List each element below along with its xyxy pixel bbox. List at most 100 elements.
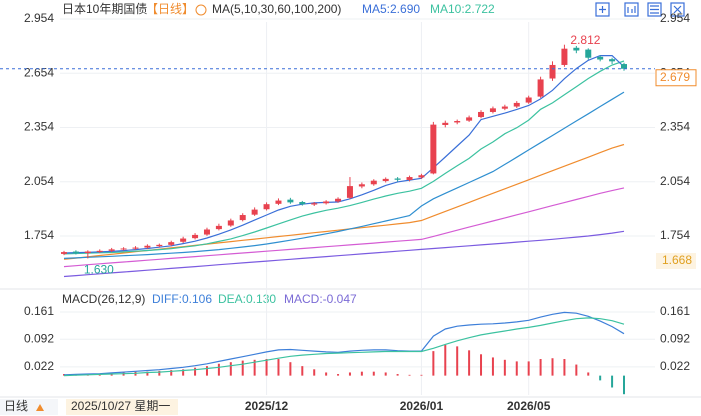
macd-bar [444, 344, 447, 376]
candle-body [442, 122, 449, 125]
period-button-label[interactable]: 日线 [4, 399, 28, 413]
macd-bar [575, 364, 578, 376]
tool-icon [673, 5, 682, 14]
y-tick-label: 2.054 [660, 174, 690, 188]
macd-bar [515, 361, 518, 376]
candle-body [430, 124, 437, 174]
macd-bar [170, 370, 173, 376]
low-label: 1.630 [84, 263, 114, 277]
candle-body [120, 248, 127, 250]
macd-bar [408, 374, 411, 376]
tool-button[interactable] [670, 2, 685, 17]
candle-body [72, 251, 79, 253]
candle-body [489, 108, 496, 112]
cursor-date: 2025/10/27 星期一 [71, 399, 170, 413]
candle-body [132, 247, 139, 249]
macd-bar [539, 359, 542, 376]
macd-bar [527, 361, 530, 376]
y-tick-label: 2.354 [660, 120, 690, 134]
period-label[interactable]: 【日线】 [146, 2, 194, 16]
candle-body [406, 177, 413, 180]
ma-line [63, 91, 625, 259]
side-label-box [656, 253, 696, 269]
macd-bar [337, 374, 340, 376]
candle-body [382, 178, 389, 182]
macd-bar [480, 354, 483, 376]
macd-bar [491, 357, 494, 376]
candle-body [311, 203, 318, 205]
settings-icon[interactable] [195, 4, 207, 16]
last-price-label: 2.679 [660, 70, 690, 84]
candle-body [621, 64, 627, 69]
ma-line [63, 230, 625, 278]
candle-body [573, 47, 580, 51]
tool-icon [627, 6, 636, 13]
period-arrow [36, 404, 44, 411]
y-tick-label: 2.354 [24, 120, 54, 134]
macd-bar [348, 372, 351, 376]
macd-bar [289, 362, 292, 376]
toolbar [595, 2, 685, 17]
macd-bar [611, 375, 614, 388]
y-tick-label: 0.022 [660, 359, 690, 373]
tool-button[interactable] [595, 2, 610, 17]
y-tick-label: 0.092 [24, 331, 54, 345]
candle-body [370, 180, 377, 185]
candle-body [263, 204, 270, 210]
y-tick-label: 2.054 [24, 174, 54, 188]
y-tick-label: 2.954 [660, 11, 690, 25]
macd-bar [420, 374, 423, 376]
macd-bar [253, 359, 256, 376]
candle-body [525, 97, 532, 103]
high-label: 2.812 [570, 33, 600, 47]
macd-bar [194, 367, 197, 376]
macd-line [63, 311, 625, 376]
candle-body [108, 249, 115, 251]
macd-bar [587, 372, 590, 376]
candle-body [549, 64, 556, 79]
candle-body [287, 199, 294, 203]
macd-bar [432, 351, 435, 376]
macd-bar [599, 375, 602, 381]
candle-body [609, 59, 616, 62]
y-tick-label: 0.022 [24, 359, 54, 373]
macd-bar [63, 374, 65, 376]
macd-bar [241, 360, 244, 376]
candle-body [346, 186, 353, 198]
macd-bar [205, 366, 208, 376]
y-tick-label: 0.092 [660, 331, 690, 345]
x-tick-label: 2026/01 [400, 399, 444, 413]
candle-body [537, 79, 544, 97]
tool-button[interactable] [647, 2, 662, 17]
ma-line [63, 55, 625, 254]
candle-body [227, 220, 234, 226]
legend-entry: DEA:0.130 [218, 292, 276, 306]
ma-line [63, 187, 625, 268]
y-tick-label: 0.161 [24, 304, 54, 318]
macd-title: MACD(26,12,9) [62, 292, 145, 306]
macd-bar [325, 372, 328, 376]
macd-bar [313, 369, 316, 376]
candle-body [168, 242, 175, 245]
y-tick-label: 0.161 [660, 304, 690, 318]
macd-bar [229, 362, 232, 376]
tool-button[interactable] [624, 2, 639, 17]
macd-bar [372, 371, 375, 376]
legend-entry: MACD:-0.047 [284, 292, 357, 306]
macd-bar [623, 375, 625, 395]
legend-entry: MA10:2.722 [430, 2, 495, 16]
ma-line [63, 60, 625, 255]
candle-body [192, 234, 199, 239]
legend-entry: DIFF:0.106 [152, 292, 212, 306]
candle-body [156, 244, 163, 247]
candle-body [61, 252, 67, 254]
macd-bar [146, 371, 149, 376]
y-tick-label: 2.954 [24, 11, 54, 25]
candle-body [597, 56, 604, 60]
candle-body [358, 184, 365, 187]
x-tick-label: 2026/05 [507, 399, 551, 413]
y-tick-label: 1.754 [660, 228, 690, 242]
macd-bar [396, 374, 399, 376]
